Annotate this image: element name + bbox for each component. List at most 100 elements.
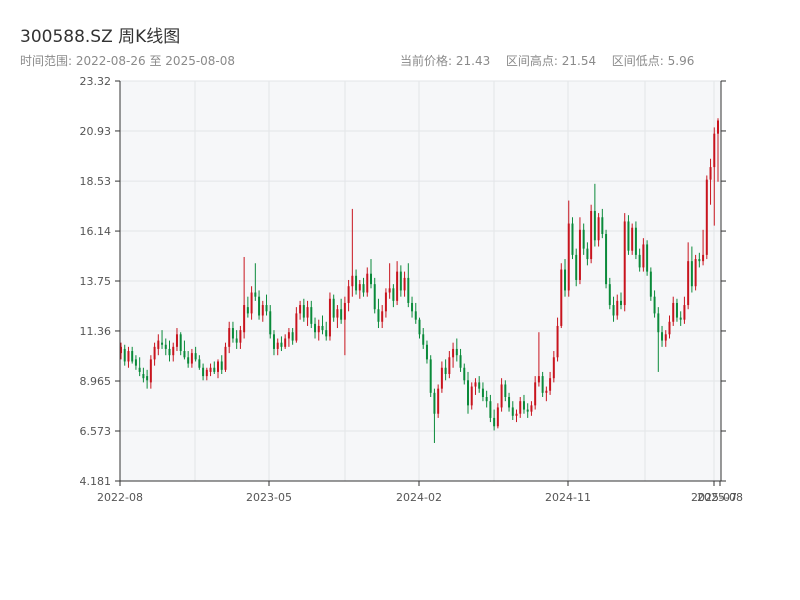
- candle-body: [325, 330, 328, 337]
- candle-body: [217, 361, 220, 372]
- candle-body: [411, 302, 414, 312]
- date-range-start: 2022-08-26: [75, 54, 146, 68]
- x-tick-label: 2025-08: [697, 491, 743, 504]
- candle-body: [437, 388, 440, 414]
- x-tick-label: 2024-02: [396, 491, 442, 504]
- range-high-value: 21.54: [561, 54, 597, 68]
- candle-body: [243, 305, 246, 333]
- candle-body: [646, 244, 649, 272]
- candle-body: [631, 227, 634, 251]
- candle-body: [258, 296, 261, 316]
- candle-body: [556, 325, 559, 358]
- candle-body: [612, 305, 615, 316]
- candle-body: [619, 300, 622, 306]
- candle-body: [340, 309, 343, 320]
- candle-body: [209, 367, 212, 372]
- candle-body: [567, 223, 570, 291]
- candle-body: [362, 284, 365, 293]
- candle-body: [605, 233, 608, 285]
- y-tick-label: 20.93: [80, 125, 112, 138]
- candle-body: [429, 359, 432, 393]
- candle-body: [541, 376, 544, 393]
- candle-body: [183, 351, 186, 358]
- candle-body: [578, 229, 581, 280]
- candle-body: [515, 413, 518, 416]
- candle-body: [672, 302, 675, 322]
- candle-body: [198, 359, 201, 368]
- candle-body: [284, 338, 287, 347]
- candle-body: [440, 367, 443, 389]
- candle-body: [306, 307, 309, 318]
- candle-body: [161, 342, 164, 345]
- candle-body: [373, 284, 376, 310]
- candle-body: [399, 271, 402, 291]
- candle-body: [661, 332, 664, 341]
- candle-body: [351, 275, 354, 287]
- candle-body: [601, 217, 604, 234]
- range-low-value: 5.96: [667, 54, 695, 68]
- candle-body: [127, 351, 130, 362]
- y-tick-label: 23.32: [80, 75, 112, 88]
- candle-body: [425, 344, 428, 360]
- candle-body: [369, 273, 372, 285]
- current-price-label: 当前价格:: [400, 54, 453, 68]
- candle-body: [131, 351, 134, 362]
- candle-body: [713, 133, 716, 168]
- candle-body: [616, 300, 619, 316]
- candle-body: [384, 292, 387, 312]
- candle-body: [179, 334, 182, 352]
- candle-body: [537, 376, 540, 383]
- candle-body: [172, 346, 175, 356]
- candle-body: [231, 328, 234, 339]
- candle-body: [485, 397, 488, 402]
- candle-body: [280, 342, 283, 347]
- y-tick-label: 18.53: [80, 175, 112, 188]
- candle-body: [138, 367, 141, 372]
- candle-body: [705, 179, 708, 255]
- range-low-label: 区间低点:: [611, 54, 664, 68]
- range-high-label: 区间高点:: [505, 54, 558, 68]
- candle-body: [504, 384, 507, 398]
- candle-body: [455, 348, 458, 356]
- candle-body: [679, 317, 682, 320]
- candle-body: [175, 334, 178, 347]
- candle-body: [702, 254, 705, 262]
- candle-body: [328, 298, 331, 337]
- candle-body: [694, 259, 697, 287]
- candle-body: [120, 346, 122, 354]
- candle-body: [414, 311, 417, 320]
- candle-body: [157, 340, 160, 349]
- candle-body: [407, 277, 410, 303]
- candle-body: [366, 273, 369, 293]
- candle-body: [687, 261, 690, 306]
- candle-body: [123, 348, 126, 362]
- y-tick-label: 13.75: [80, 275, 112, 288]
- candle-body: [187, 357, 190, 364]
- date-range-sep: 至: [149, 54, 162, 68]
- candle-body: [564, 269, 567, 291]
- candle-body: [522, 401, 525, 410]
- candle-body: [194, 353, 197, 360]
- x-tick-label: 2024-11: [545, 491, 591, 504]
- y-tick-label: 8.965: [80, 375, 112, 388]
- candle-body: [552, 357, 555, 379]
- candle-body: [467, 380, 470, 406]
- candle-body: [317, 325, 320, 333]
- candle-body: [698, 259, 701, 262]
- candle-body: [205, 369, 208, 377]
- x-tick-label: 2025-07: [691, 491, 737, 504]
- chart-title: 300588.SZ 周K线图: [20, 27, 181, 47]
- x-tick-label: 2023-05: [246, 491, 292, 504]
- axes: 23.32 20.93 18.53 16.14 13.75 11.36 8.965 6.573…: [80, 75, 743, 504]
- candle-body: [649, 271, 652, 297]
- candle-body: [481, 388, 484, 398]
- candle-body: [530, 405, 533, 412]
- candle-body: [134, 359, 137, 366]
- candle-body: [343, 302, 346, 320]
- candle-body: [623, 221, 626, 306]
- candle-body: [638, 254, 641, 268]
- candle-body: [153, 346, 156, 360]
- candle-body: [717, 120, 719, 134]
- candle-body: [653, 296, 656, 314]
